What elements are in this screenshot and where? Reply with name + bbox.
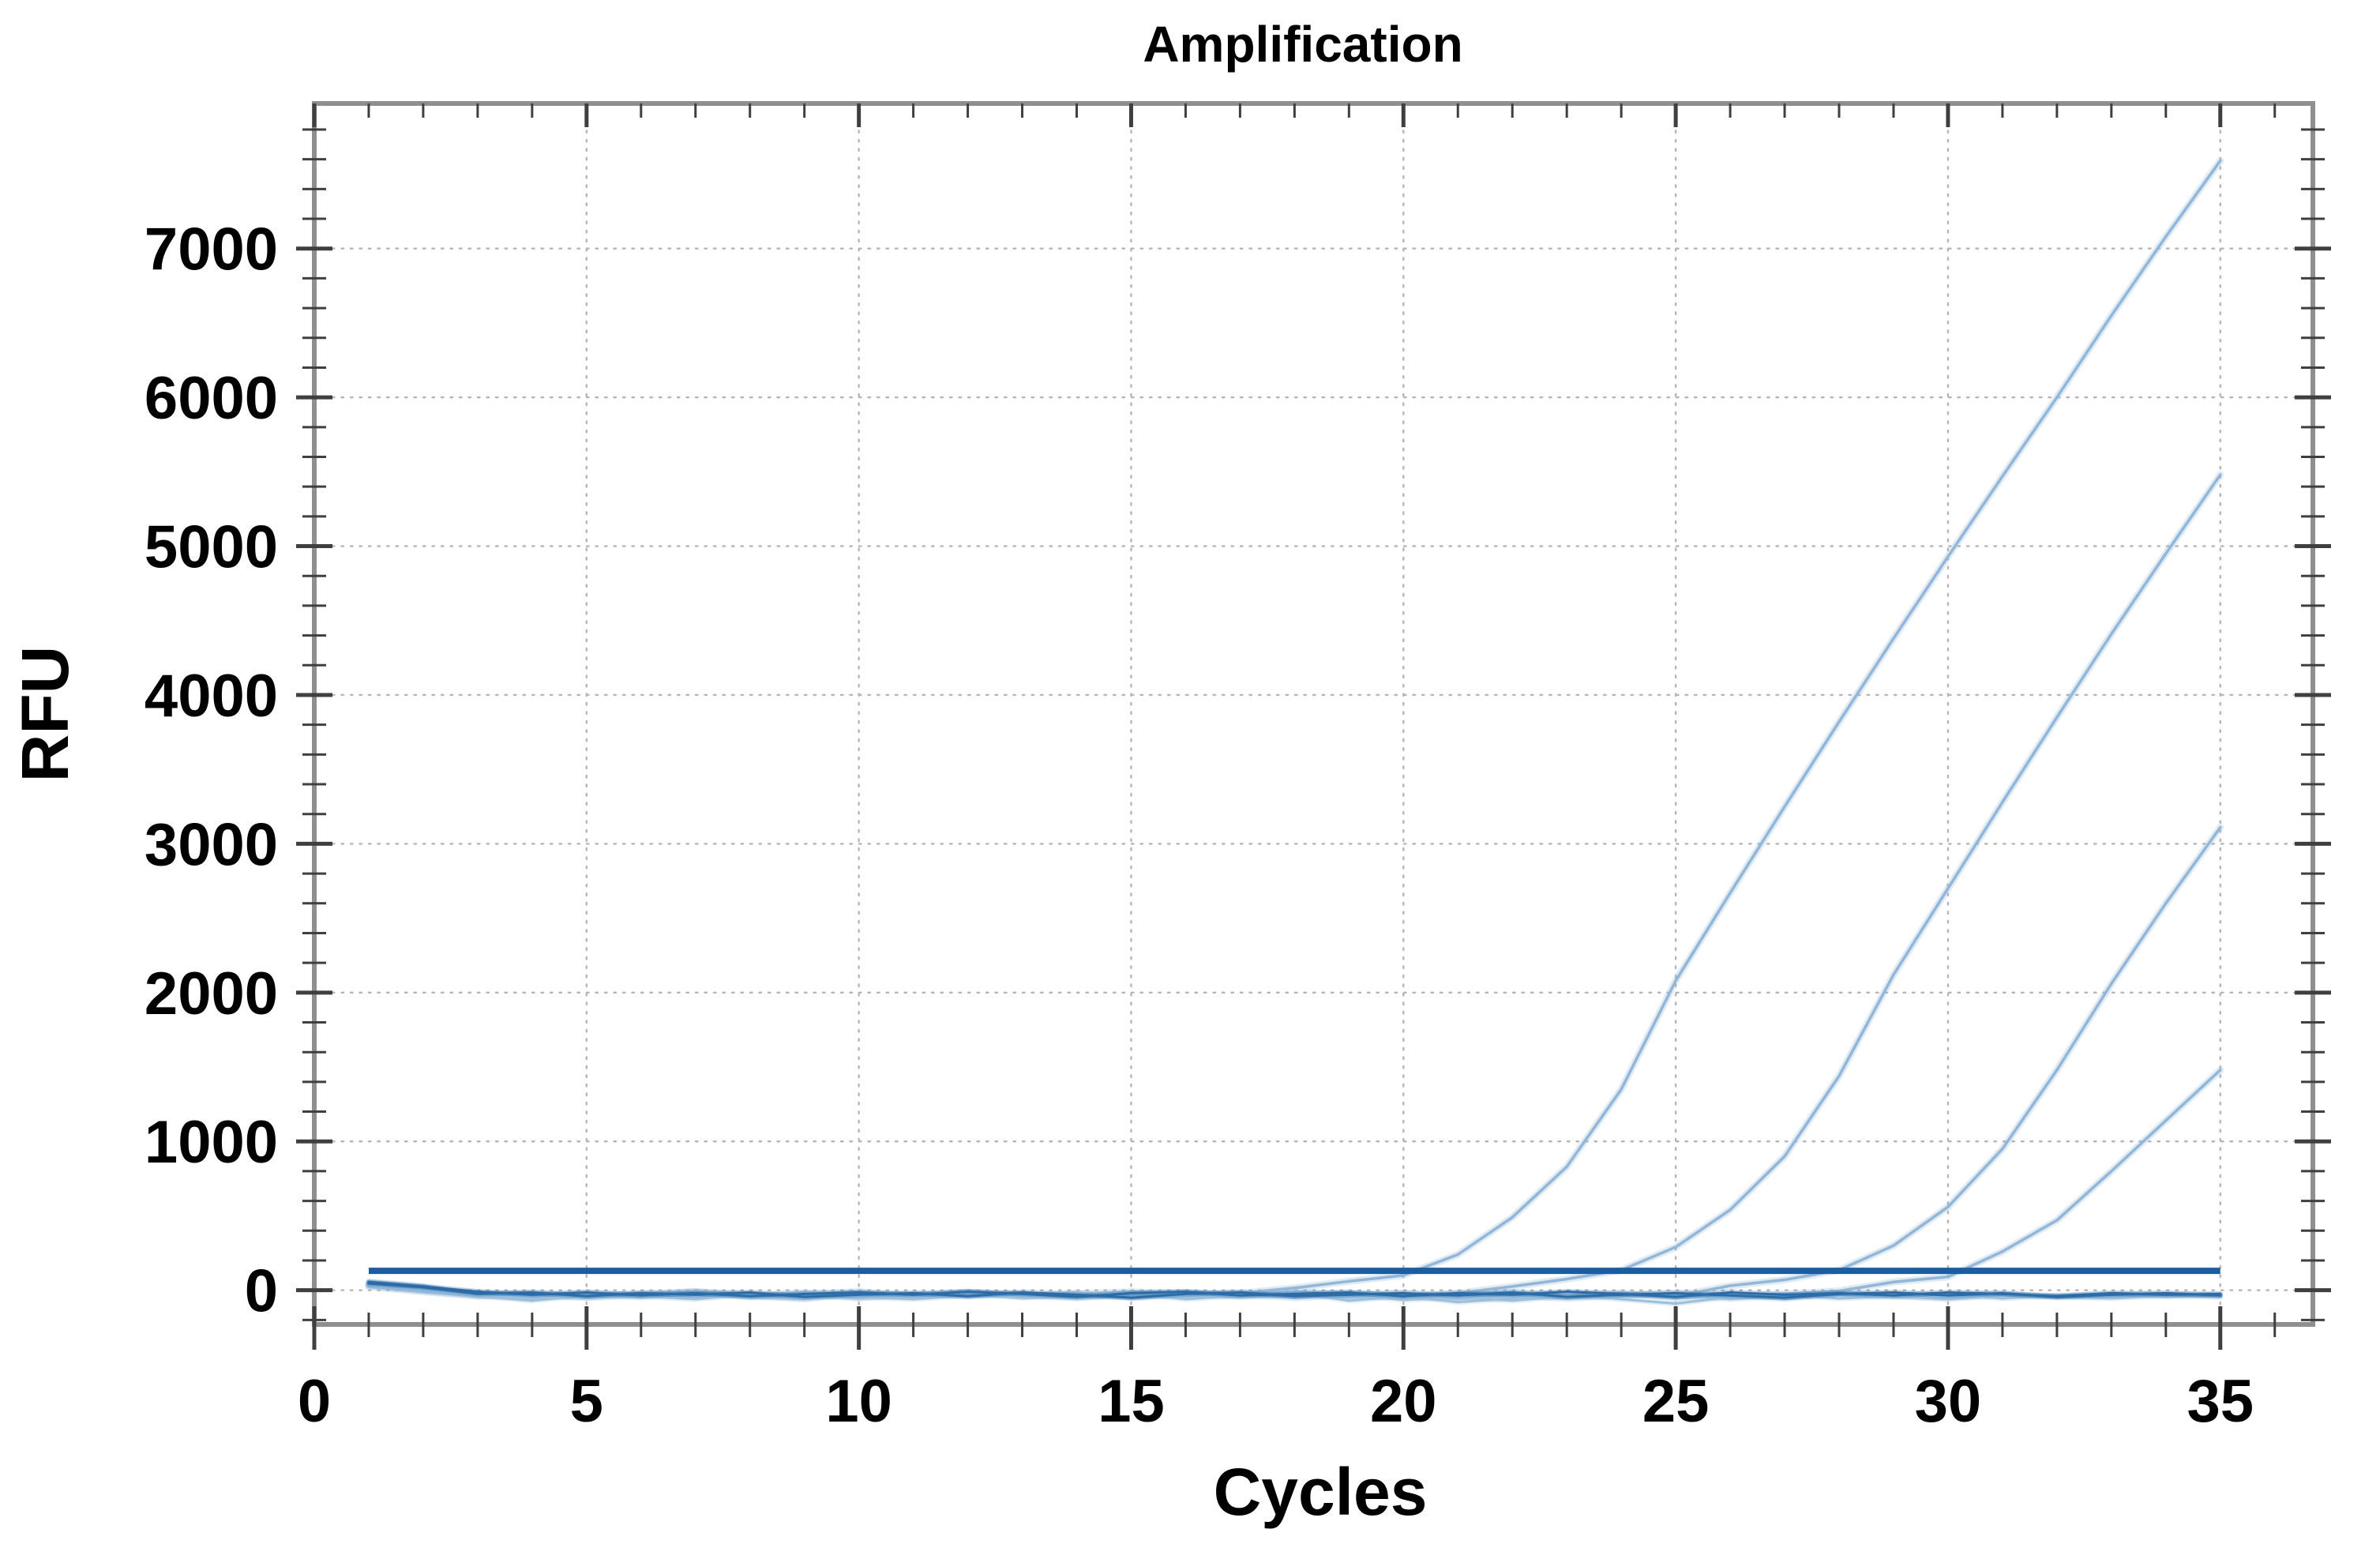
y-tick-label: 7000 [145,216,278,284]
y-tick-label: 6000 [145,365,278,432]
y-tick-label: 1000 [145,1109,278,1176]
x-tick-label: 25 [1642,1368,1710,1435]
x-axis-label: Cycles [1214,1455,1428,1529]
x-tick-label: 5 [570,1368,603,1435]
x-tick-label: 30 [1915,1368,1982,1435]
x-tick-label: 35 [2187,1368,2254,1435]
gridlines [313,102,2314,1326]
y-tick-label: 2000 [145,960,278,1027]
plot-area [314,103,2313,1324]
tick-labels: 0 5 10 15 20 25 30 35 0 1000 2000 3000 4000 5000 6000 7… [145,216,2254,1435]
y-axis-label: RFU [8,646,82,783]
series-lines [365,157,2224,1307]
y-tick-label: 3000 [145,811,278,878]
x-tick-label: 10 [825,1368,892,1435]
y-tick-label: 4000 [145,663,278,730]
y-tick-label: 0 [245,1258,278,1325]
x-tick-label: 0 [298,1368,331,1435]
axis-ticks [296,103,2331,1350]
ntc-trace-2 [367,1282,2222,1299]
x-tick-label: 20 [1370,1368,1437,1435]
x-tick-label: 15 [1098,1368,1165,1435]
axis-spines [312,101,2315,1327]
chart-title: Amplification [1143,16,1462,73]
y-tick-label: 5000 [145,514,278,581]
